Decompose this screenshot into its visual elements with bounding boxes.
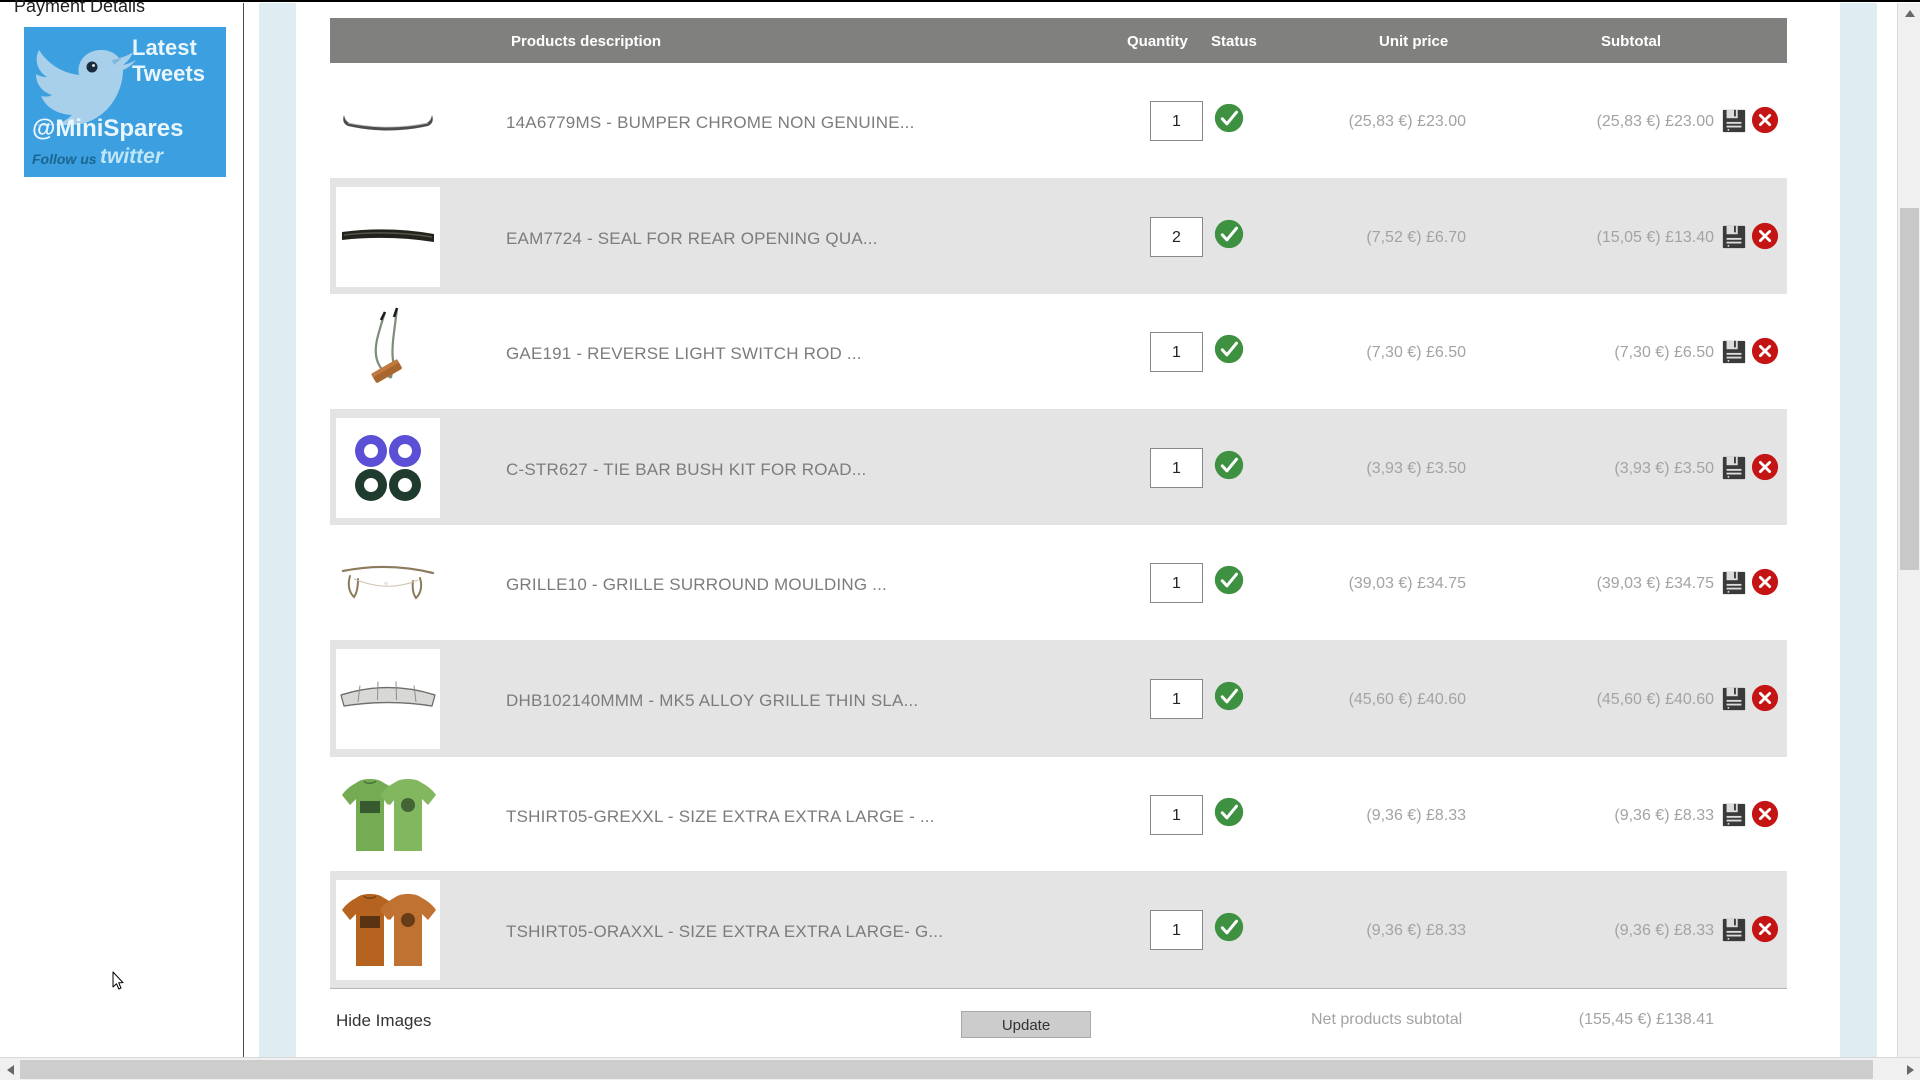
svg-text:◆: ◆ — [384, 581, 389, 587]
